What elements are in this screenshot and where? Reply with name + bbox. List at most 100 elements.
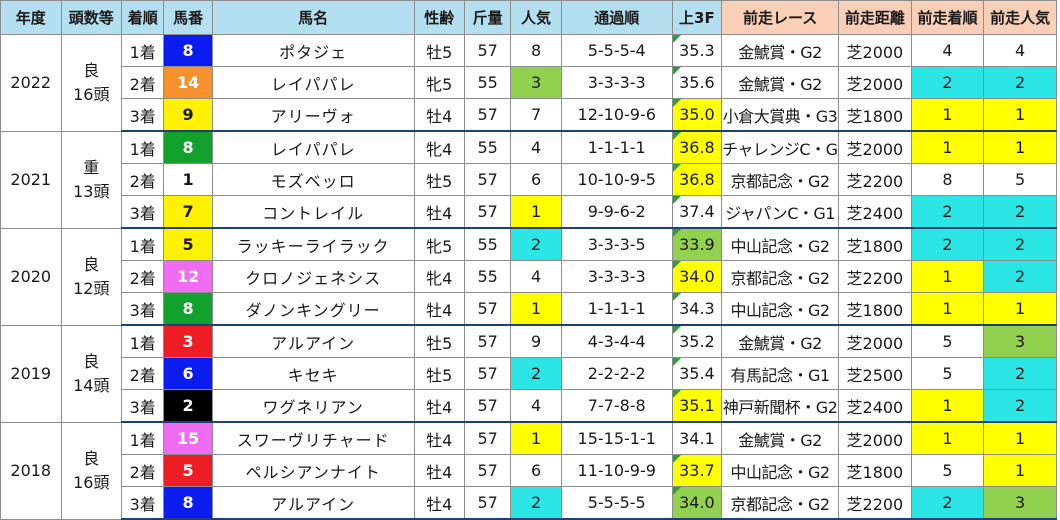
header-sex-age: 性齢 xyxy=(413,0,465,35)
prev-distance: 芝2200 xyxy=(838,260,912,293)
sex-age: 牡4 xyxy=(413,292,465,326)
horse-name: レイパパレ xyxy=(211,66,415,99)
condition-cell: 良 12頭 xyxy=(60,227,123,326)
gate-number: 8 xyxy=(163,292,213,326)
sex-age: 牝5 xyxy=(413,66,465,99)
header-finish: 着順 xyxy=(121,0,165,35)
prev-race: 中山記念・G2 xyxy=(721,454,840,487)
popularity: 1 xyxy=(510,292,562,326)
weight: 57 xyxy=(463,324,512,358)
sex-age: 牡5 xyxy=(413,324,465,358)
table-row: 2022 良 16頭 1着 8 ポタジェ 牡5 57 8 5-5-5-4 35.3 金鯱賞・G2 芝20… xyxy=(0,34,1057,132)
prev-race: 金鯱賞・G2 xyxy=(721,34,840,67)
prev-distance: 芝2000 xyxy=(838,421,912,455)
finish-cell: 1着 xyxy=(121,324,165,358)
gate-number: 8 xyxy=(163,130,213,164)
prev-distance: 芝2200 xyxy=(838,486,912,520)
header-horse: 馬名 xyxy=(211,0,415,35)
popularity: 8 xyxy=(510,34,562,67)
gate-number: 8 xyxy=(163,486,213,520)
prev-distance: 芝1800 xyxy=(838,227,912,261)
weight: 57 xyxy=(463,195,512,229)
last-3f: 35.2 xyxy=(671,324,723,358)
popularity: 3 xyxy=(510,66,562,99)
year-cell: 2022 xyxy=(0,34,62,132)
prev-distance: 芝2200 xyxy=(838,163,912,196)
table-row: 2着 5 ペルシアンナイト 牡4 57 6 11-10-9-9 33.7 中山記念・G2 芝180… xyxy=(1,454,1057,487)
header-prev-popularity: 前走人気 xyxy=(983,0,1057,35)
sex-age: 牡4 xyxy=(413,195,465,229)
popularity: 6 xyxy=(510,454,562,487)
passing-order: 3-3-3-5 xyxy=(560,227,673,261)
horse-name: ラッキーライラック xyxy=(211,227,415,261)
sex-age: 牡4 xyxy=(413,421,465,455)
passing-order: 11-10-9-9 xyxy=(560,454,673,487)
sex-age: 牡4 xyxy=(413,454,465,487)
sex-age: 牡4 xyxy=(413,98,465,132)
prev-finish: 1 xyxy=(910,260,985,293)
popularity: 4 xyxy=(510,389,562,423)
finish-cell: 1着 xyxy=(121,227,165,261)
prev-popularity: 5 xyxy=(983,163,1057,196)
last-3f: 34.1 xyxy=(671,421,723,455)
prev-finish: 5 xyxy=(910,454,985,487)
horse-name: スワーヴリチャード xyxy=(211,421,415,455)
prev-finish: 5 xyxy=(910,357,985,390)
sex-age: 牡5 xyxy=(413,163,465,196)
field-size: 13頭 xyxy=(73,181,110,201)
prev-race: 京都記念・G2 xyxy=(721,163,840,196)
weight: 57 xyxy=(463,357,512,390)
finish-cell: 1着 xyxy=(121,130,165,164)
passing-order: 5-5-5-5 xyxy=(560,486,673,520)
prev-distance: 芝2000 xyxy=(838,130,912,164)
last-3f: 35.1 xyxy=(671,389,723,423)
prev-race: 金鯱賞・G2 xyxy=(721,66,840,99)
table-row: 2020 良 12頭 1着 5 ラッキーライラック 牝5 55 2 3-3-3-5 33.9 中山記念… xyxy=(0,227,1057,326)
table-row: 2着 12 クロノジェネシス 牝4 55 4 3-3-3-3 34.0 京都記念・G2 芝2200… xyxy=(1,260,1057,293)
popularity: 6 xyxy=(510,163,562,196)
horse-name: ダノンキングリー xyxy=(211,292,415,326)
prev-popularity: 2 xyxy=(983,260,1057,293)
horse-name: ワグネリアン xyxy=(211,389,415,423)
horse-name: モズベッロ xyxy=(211,163,415,196)
prev-distance: 芝1800 xyxy=(838,454,912,487)
finish-cell: 2着 xyxy=(121,260,165,293)
passing-order: 1-1-1-1 xyxy=(560,130,673,164)
passing-order: 4-3-4-4 xyxy=(560,324,673,358)
track-condition: 良 xyxy=(83,448,100,468)
gate-number: 9 xyxy=(163,98,213,132)
popularity: 1 xyxy=(510,421,562,455)
popularity: 2 xyxy=(510,486,562,520)
condition-cell: 良 16頭 xyxy=(60,421,123,520)
gate-number: 7 xyxy=(163,195,213,229)
last-3f: 33.9 xyxy=(671,227,723,261)
last-3f: 36.8 xyxy=(671,163,723,196)
weight: 57 xyxy=(463,486,512,520)
sex-age: 牝5 xyxy=(413,227,465,261)
prev-race: 中山記念・G2 xyxy=(721,292,840,326)
horse-name: レイパパレ xyxy=(211,130,415,164)
prev-distance: 芝2000 xyxy=(838,324,912,358)
weight: 57 xyxy=(463,389,512,423)
year-cell: 2021 xyxy=(0,130,62,229)
prev-popularity: 1 xyxy=(983,454,1057,487)
prev-distance: 芝2500 xyxy=(838,357,912,390)
popularity: 2 xyxy=(510,357,562,390)
header-prev-distance: 前走距離 xyxy=(838,0,912,35)
header-prev-finish: 前走着順 xyxy=(910,0,985,35)
weight: 55 xyxy=(463,227,512,261)
last-3f: 35.4 xyxy=(671,357,723,390)
track-condition: 良 xyxy=(83,254,100,274)
prev-race: ジャパンC・G1 xyxy=(721,195,840,229)
horse-name: ペルシアンナイト xyxy=(211,454,415,487)
prev-race: 有馬記念・G1 xyxy=(721,357,840,390)
sex-age: 牡5 xyxy=(413,357,465,390)
header-popularity: 人気 xyxy=(510,0,562,35)
condition-cell: 良 16頭 xyxy=(60,34,123,132)
table-row: 2018 良 16頭 1着 15 スワーヴリチャード 牡4 57 1 15-15-1-1 34.1 金… xyxy=(0,421,1057,520)
condition-cell: 重 13頭 xyxy=(60,130,123,229)
horse-name: コントレイル xyxy=(211,195,415,229)
gate-number: 2 xyxy=(163,389,213,423)
prev-popularity: 3 xyxy=(983,486,1057,520)
